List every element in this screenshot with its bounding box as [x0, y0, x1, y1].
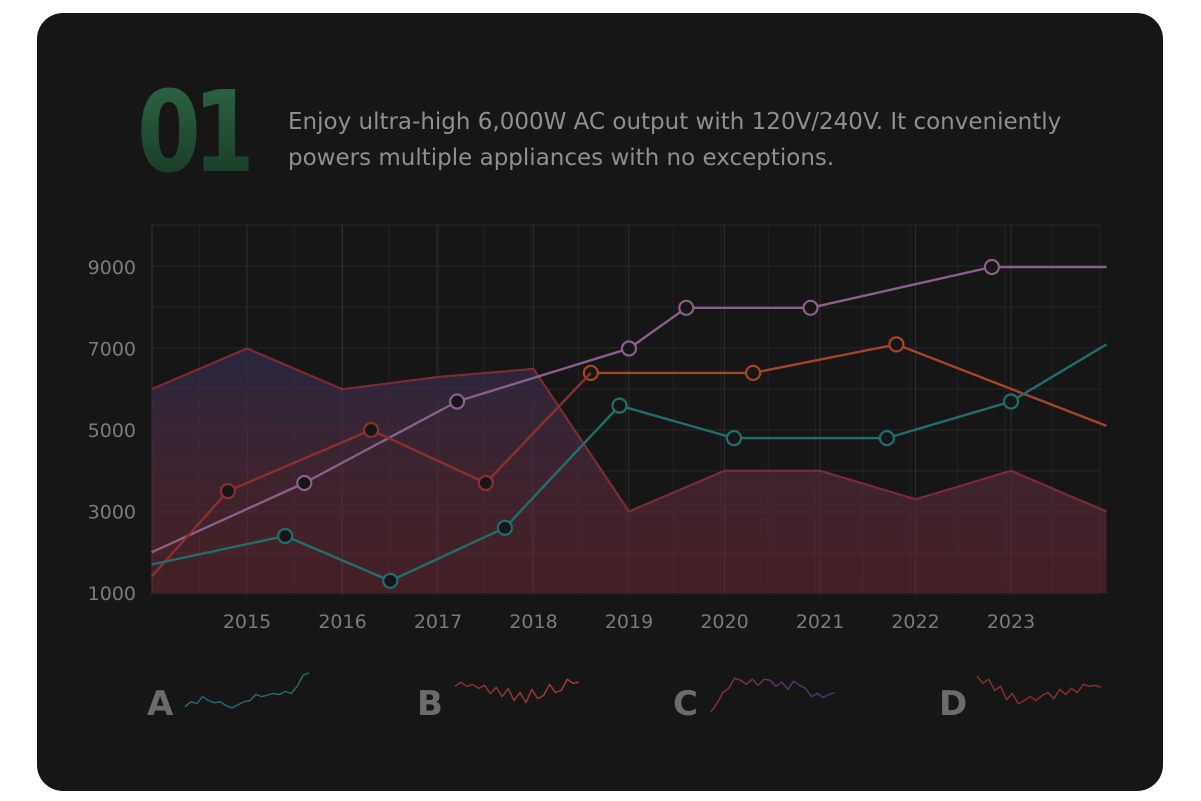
- area-fill: [151, 348, 1107, 593]
- data-point-purple: [678, 299, 695, 316]
- data-point-purple: [296, 474, 313, 492]
- data-point-teal: [611, 397, 628, 414]
- x-tick-label: 2020: [700, 611, 748, 633]
- feature-description: Enjoy ultra-high 6,000W AC output with 1…: [288, 109, 1062, 171]
- series-line-orange: [590, 343, 1107, 428]
- x-tick-label: 2021: [796, 611, 844, 633]
- data-point-teal: [277, 527, 294, 545]
- data-point-red: [363, 421, 380, 439]
- x-tick-label: 2019: [605, 611, 653, 633]
- data-point-teal: [878, 430, 896, 447]
- sparkline-d: [976, 675, 1102, 705]
- sparkline-label-c: C: [673, 684, 698, 724]
- power-chart: 1000 3000 5000 7000 9000 2015 2016 2017 2018 2019…: [88, 224, 1108, 724]
- data-point-teal: [1002, 393, 1020, 410]
- y-tick-label: 3000: [88, 502, 136, 524]
- data-point-red: [477, 474, 494, 492]
- area-outline: [151, 347, 1107, 513]
- data-point-purple: [802, 299, 819, 316]
- data-point-orange: [744, 364, 762, 381]
- y-tick-label: 9000: [88, 257, 136, 279]
- x-tick-label: 2015: [223, 611, 271, 633]
- sparkline-label-a: A: [147, 684, 174, 724]
- y-tick-label: 5000: [88, 420, 136, 442]
- series-line-purple: [151, 265, 1107, 554]
- x-tick-label: 2018: [509, 611, 557, 633]
- data-point-purple: [983, 258, 1001, 276]
- x-tick-label: 2022: [891, 611, 939, 633]
- feature-number: 01: [137, 68, 257, 198]
- sparkline-a: [184, 672, 310, 709]
- feature-card: 01 Enjoy ultra-high 6,000W AC output wit…: [37, 13, 1163, 791]
- x-tick-label: 2016: [318, 611, 366, 633]
- data-point-teal: [382, 572, 399, 589]
- data-point-red: [219, 483, 236, 500]
- data-point-orange: [888, 336, 905, 353]
- sparkline-label-b: B: [417, 684, 443, 724]
- y-tick-label: 7000: [88, 339, 136, 361]
- x-tick-label: 2023: [987, 611, 1035, 633]
- y-tick-label: 1000: [88, 583, 136, 605]
- x-tick-label: 2017: [414, 611, 462, 633]
- sparkline-b: [454, 678, 580, 704]
- data-point-purple: [449, 393, 466, 410]
- data-point-teal: [725, 430, 743, 447]
- data-point-purple: [620, 340, 638, 357]
- data-point-teal: [496, 519, 513, 536]
- sparkline-label-d: D: [939, 684, 967, 724]
- sparkline-c: [710, 677, 836, 713]
